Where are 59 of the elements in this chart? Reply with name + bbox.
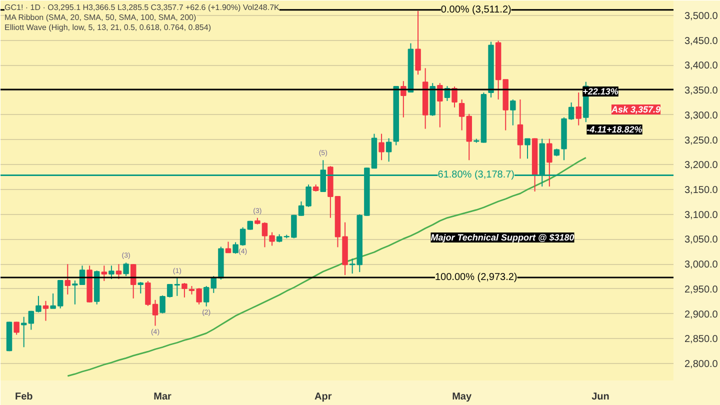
- x-tick-label: Mar: [154, 392, 172, 402]
- candlestick: [210, 276, 217, 294]
- candlestick: [510, 98, 516, 126]
- candlestick: [524, 138, 530, 160]
- line-series: [66, 156, 587, 377]
- candlestick: [174, 278, 180, 296]
- annotation: Elliott Wave (High, low, 5, 13, 21, 0.5, 0.618, 0.764, 0.854): [4, 23, 212, 32]
- y-tick-label: 2,950.0: [684, 284, 718, 296]
- y-tick-label: 3,100.0: [684, 210, 718, 221]
- x-tick-label: Feb: [14, 392, 33, 402]
- candlestick: [517, 98, 524, 160]
- y-tick-label: 3,150.0: [684, 185, 718, 196]
- y-tick-label: 2,800.0: [684, 359, 718, 370]
- y-tick-label: 3,000.0: [684, 260, 718, 271]
- y-tick-label: 3,200.0: [684, 160, 718, 172]
- candlestick: [166, 284, 173, 298]
- y-tick-label: 3,050.0: [684, 234, 718, 246]
- candlestick: [386, 138, 392, 162]
- candlestick: [14, 321, 20, 336]
- y-tick-label: 3,300.0: [684, 110, 718, 122]
- candlestick: [203, 285, 210, 307]
- candlestick: [138, 282, 144, 294]
- x-tick-label: Apr: [314, 392, 332, 402]
- candlestick: [576, 92, 582, 126]
- y-tick-label: 3,450.0: [684, 36, 718, 47]
- candlestick: [130, 264, 136, 299]
- candlestick: [64, 264, 71, 295]
- ref-line-label: 100.00% (2,973.2): [434, 272, 518, 283]
- x-tick-label: Jun: [592, 392, 610, 402]
- candlestick: [20, 316, 27, 348]
- x-tick-label: May: [452, 392, 472, 402]
- text: Ask 3,357.9: [610, 104, 661, 114]
- annotation: +22.13%: [582, 86, 618, 96]
- candlestick: [116, 264, 122, 280]
- y-tick-label: 2,900.0: [684, 309, 718, 320]
- candlestick: [123, 262, 129, 277]
- candlestick: [101, 265, 108, 282]
- candlestick: [378, 133, 384, 161]
- candlestick: [437, 82, 443, 128]
- candlestick: [415, 10, 421, 76]
- y-tick-label: 3,400.0: [684, 60, 718, 72]
- y-tick-label: 3,250.0: [684, 135, 718, 146]
- candlestick: [160, 294, 166, 314]
- annotation: -4.11+18.82%: [586, 124, 642, 134]
- y-tick-label: 3,500.0: [684, 10, 718, 22]
- annotation: MA Ribbon (SMA, 20, SMA, 50, SMA, 100, SMA, 200): [4, 13, 196, 22]
- y-tick-label: 2,850.0: [684, 334, 718, 346]
- ref-line-label: 61.80% (3,178.7): [438, 170, 514, 181]
- ref-line-label: 0.00% (3,511.2): [440, 4, 512, 16]
- annotation: Major Technical Support @ $3180: [430, 232, 574, 242]
- candlestick: [108, 265, 114, 280]
- candlestick: [349, 258, 356, 274]
- candlestick: [182, 282, 188, 298]
- candlestick: [42, 300, 49, 322]
- candlestick: [546, 138, 552, 188]
- annotation: GC1! · 1D · O3,295.1 H3,366.5 L3,285.5 C3,357.7 +62.6 (+1.90%) Vol248.7K: [4, 3, 280, 12]
- candlestick: [452, 86, 458, 108]
- candlestick: [225, 241, 232, 254]
- y-tick-label: 3,350.0: [684, 86, 718, 97]
